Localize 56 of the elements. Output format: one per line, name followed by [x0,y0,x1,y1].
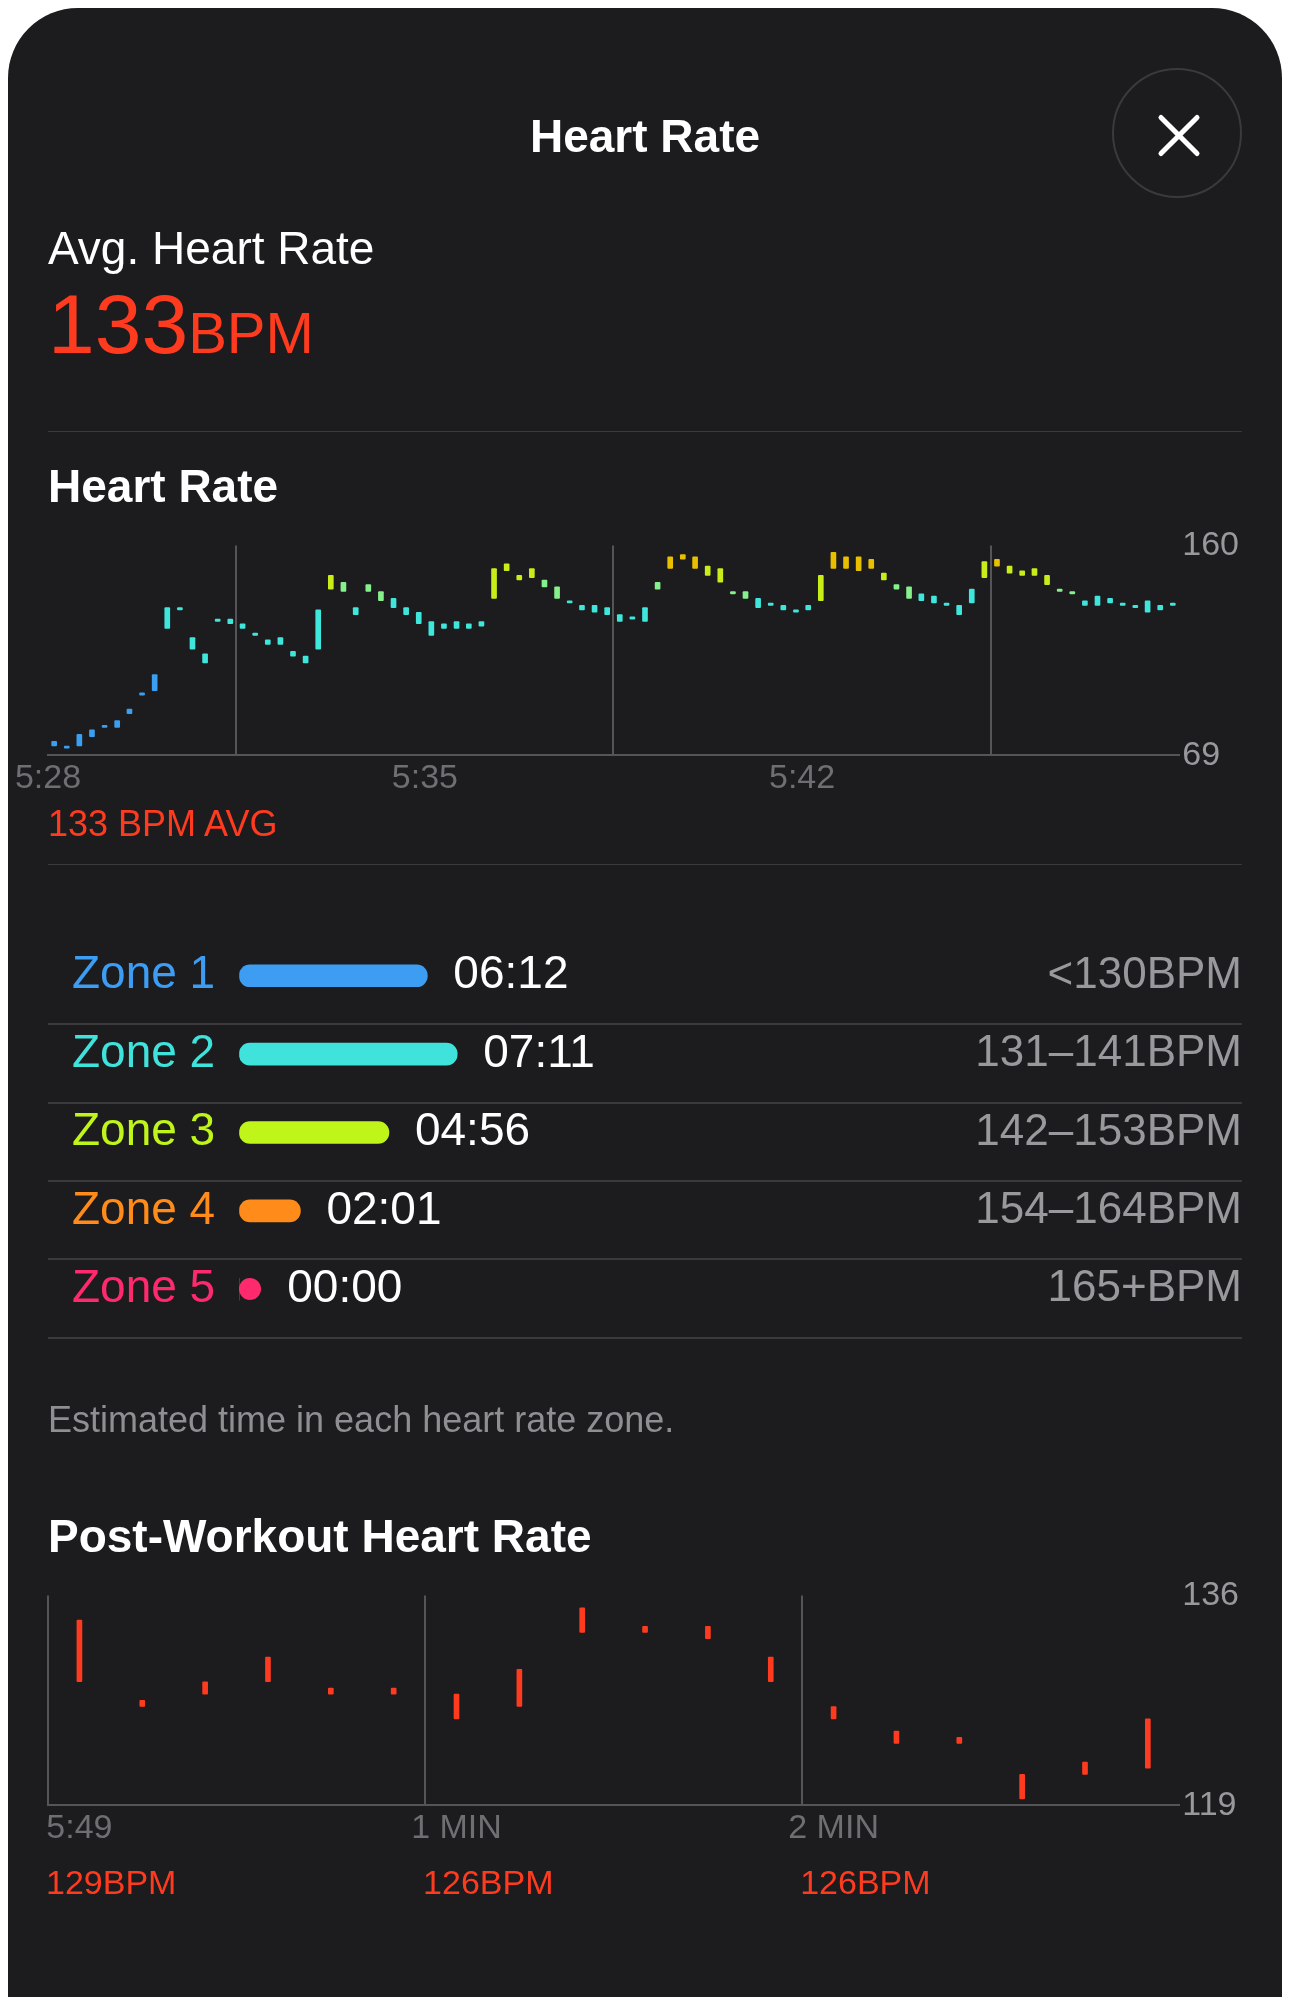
bar [327,575,334,590]
bar [579,1607,586,1633]
data-label: 07:11 [483,1024,595,1077]
bar [491,568,497,599]
x-tick-label: 2 MIN [788,1806,879,1845]
bar [428,621,435,636]
x-tick-label: 1 MIN [411,1806,502,1845]
bar [164,607,171,629]
y-tick-label: Zone 4 [71,1181,216,1234]
data-label: 06:12 [453,946,569,999]
y-tick-label: 160 [1182,523,1240,562]
bar [1019,1774,1025,1800]
y-tick-label: 69 [1182,733,1221,772]
bar [239,1042,458,1066]
chart-title: Heart Rate [48,459,280,514]
text: Estimated time in each heart rate zone. [48,1398,676,1442]
bar [981,561,988,579]
text: 142–153BPM [975,1104,1242,1154]
text: 133BPM [48,277,314,371]
text: 154–164BPM [975,1183,1242,1232]
bar [239,1121,390,1144]
text: 126BPM [800,1863,931,1901]
bar [717,568,724,583]
bar [151,674,158,691]
text: Heart Rate [528,109,762,164]
bar [239,964,428,988]
data-label: 04:56 [414,1103,531,1156]
data-label: 00:00 [287,1259,403,1312]
bar [968,588,975,604]
y-tick-label: 119 [1182,1783,1237,1822]
y-tick-label: Zone 3 [71,1103,216,1156]
bar [315,609,322,650]
bar [830,551,837,569]
bar [767,1656,774,1683]
x-tick-label: 5:49 [46,1806,113,1845]
bar [265,1656,271,1683]
data-label: 02:01 [326,1181,442,1234]
text: 165+BPM [1047,1261,1242,1311]
y-tick-label: Zone 1 [71,946,216,999]
x-tick-label: 5:35 [391,756,458,795]
text: 129BPM [46,1863,177,1901]
y-tick-label: Zone 5 [71,1259,216,1312]
bar [817,575,824,602]
text: Avg. Heart Rate [48,221,376,276]
chart-title: Post-Workout Heart Rate [48,1509,593,1564]
bar [516,1669,523,1707]
y-tick-label: 136 [1182,1573,1240,1612]
x-tick-label: 5:28 [14,756,82,795]
text: <130BPM [1047,947,1242,997]
bar [1145,1718,1151,1769]
bar [642,607,648,622]
text: 126BPM [423,1863,554,1901]
y-tick-label: Zone 2 [71,1024,216,1077]
text: 133 BPM AVG [48,802,279,846]
x-tick-label: 5:42 [768,756,836,795]
text: 131–141BPM [975,1026,1242,1076]
